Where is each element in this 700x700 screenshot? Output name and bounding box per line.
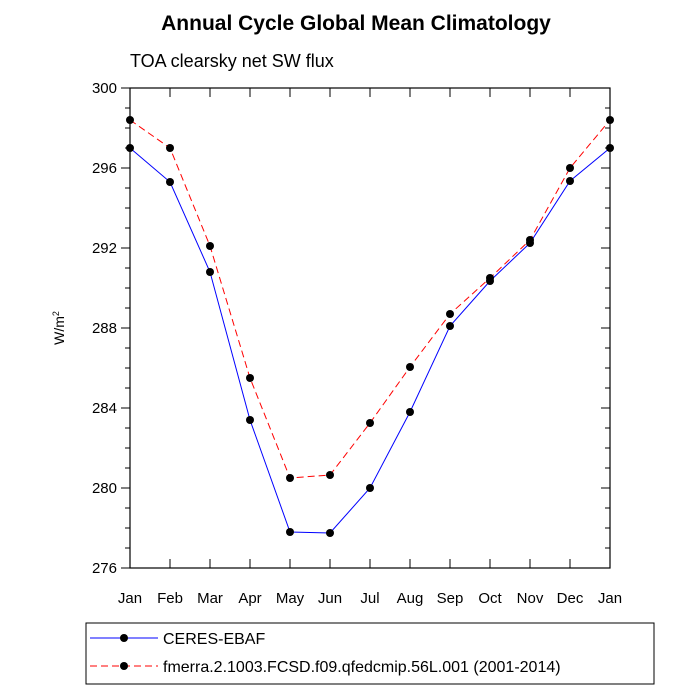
y-tick-label: 276 [92, 560, 117, 577]
series-0-point [166, 178, 174, 186]
legend: CERES-EBAF fmerra.2.1003.FCSD.f09.qfedcm… [85, 622, 655, 685]
legend-label-ceres: CERES-EBAF [163, 631, 265, 648]
x-tick-label: Oct [478, 590, 502, 607]
y-axis-label-superscript: 2 [51, 311, 61, 316]
series-1-point [126, 116, 134, 124]
series-1-point [406, 363, 414, 371]
y-tick-label: 296 [92, 160, 117, 177]
series-0-point [366, 484, 374, 492]
series-1-point [446, 310, 454, 318]
series-1-point [606, 116, 614, 124]
series-0-point [406, 408, 414, 416]
chart-subtitle: TOA clearsky net SW flux [130, 51, 334, 71]
x-tick-label: Aug [397, 590, 424, 607]
x-tick-label: Mar [197, 590, 223, 607]
series-0-point [126, 144, 134, 152]
series-0-point [606, 144, 614, 152]
series-0-point [566, 177, 574, 185]
series-0-point [246, 416, 254, 424]
series-1-point [206, 242, 214, 250]
legend-entry-model: fmerra.2.1003.FCSD.f09.qfedcmip.56L.001 … [90, 659, 561, 676]
legend-label-model: fmerra.2.1003.FCSD.f09.qfedcmip.56L.001 … [163, 659, 561, 676]
series-1-point [526, 236, 534, 244]
x-tick-label: Jul [360, 590, 379, 607]
x-tick-label: Dec [557, 590, 584, 607]
series-1-point [246, 374, 254, 382]
legend-marker-ceres [120, 634, 128, 642]
y-tick-label: 280 [92, 480, 117, 497]
legend-box [85, 622, 655, 685]
series-0-point [206, 268, 214, 276]
x-tick-label: Nov [517, 590, 544, 607]
x-tick-label: Feb [157, 590, 183, 607]
y-tick-label: 292 [92, 240, 117, 257]
x-tick-label: Apr [238, 590, 261, 607]
series-1-point [566, 164, 574, 172]
series-1-point [166, 144, 174, 152]
plot-frame [129, 87, 611, 569]
y-axis-label-base: W/m [51, 316, 67, 345]
x-tick-label: Jan [598, 590, 622, 607]
series-1-point [486, 274, 494, 282]
series-line-0 [129, 147, 611, 534]
chart-title: Annual Cycle Global Mean Climatology [161, 12, 551, 35]
x-tick-label: Jun [318, 590, 342, 607]
series-0-point [446, 322, 454, 330]
series-1-point [326, 471, 334, 479]
axes: Jan Feb Mar Apr May Jun Jul Aug Sep Oct Nov Dec Jan2… [92, 80, 622, 607]
y-axis-label: W/m2 [51, 311, 67, 345]
x-tick-label: Sep [437, 590, 464, 607]
y-tick-label: 300 [92, 80, 117, 97]
legend-marker-model [120, 662, 128, 670]
series-0-point [286, 528, 294, 536]
legend-entry-ceres: CERES-EBAF [90, 631, 265, 648]
series-1-point [366, 419, 374, 427]
x-tick-label: Jan [118, 590, 142, 607]
series-0-point [326, 529, 334, 537]
y-tick-label: 288 [92, 320, 117, 337]
series-layer [126, 116, 614, 537]
y-tick-label: 284 [92, 400, 117, 417]
series-1-point [286, 474, 294, 482]
plot-border [129, 87, 611, 569]
x-tick-label: May [276, 590, 305, 607]
